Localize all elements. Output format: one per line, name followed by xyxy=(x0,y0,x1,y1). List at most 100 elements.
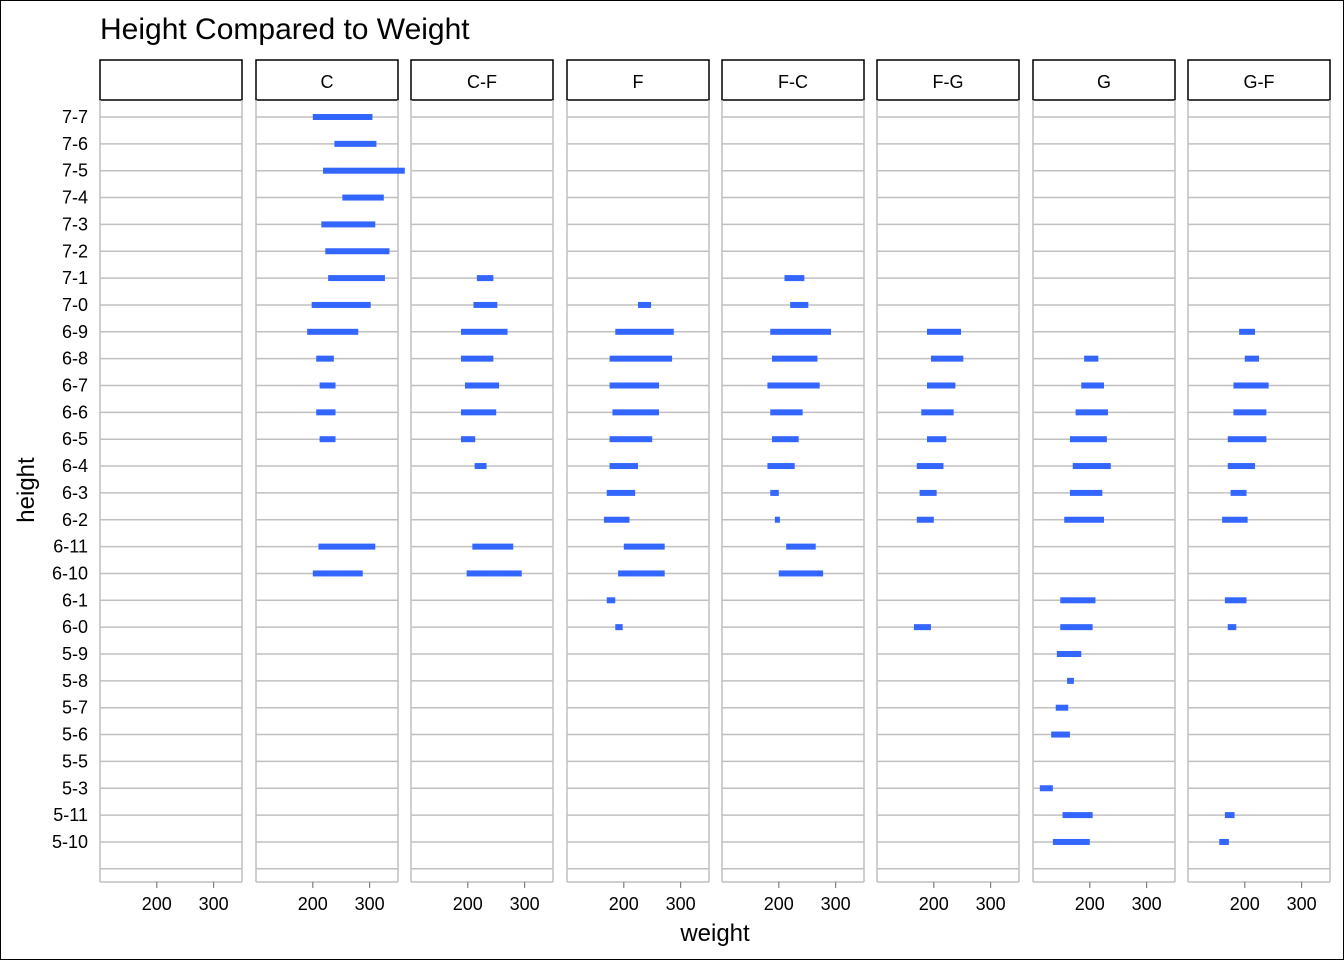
range-bar xyxy=(609,382,660,389)
range-bar xyxy=(615,328,674,335)
range-bar xyxy=(623,543,665,550)
range-bar xyxy=(1060,597,1096,604)
y-tick-label: 5-11 xyxy=(53,805,88,825)
y-tick-label: 6-3 xyxy=(62,483,88,503)
x-tick-label: 200 xyxy=(298,894,328,914)
x-tick-label: 300 xyxy=(976,894,1006,914)
range-bar xyxy=(1222,516,1248,523)
x-tick-label: 200 xyxy=(142,894,172,914)
range-bar xyxy=(1227,624,1237,631)
range-bar xyxy=(771,355,818,362)
range-bar xyxy=(1055,704,1069,711)
facet-strip-label: G xyxy=(1097,72,1111,92)
range-bar xyxy=(609,436,653,443)
range-bar xyxy=(1051,731,1070,738)
range-bar xyxy=(460,436,476,443)
y-tick-label: 6-5 xyxy=(62,429,88,449)
y-tick-label: 6-7 xyxy=(62,376,88,396)
range-bar xyxy=(1227,463,1256,470)
range-bar xyxy=(606,597,616,604)
range-bar xyxy=(926,436,947,443)
chart-title: Height Compared to Weight xyxy=(100,13,470,46)
facet-panel: F-C 200 300 xyxy=(721,59,865,914)
range-bar xyxy=(1052,838,1090,845)
facet-panel: 200 300 xyxy=(99,59,243,914)
range-bar xyxy=(318,543,376,550)
range-bar xyxy=(1062,812,1093,819)
y-tick-label: 5-5 xyxy=(62,751,88,771)
y-tick-label: 5-10 xyxy=(52,832,88,852)
range-bar xyxy=(323,167,405,174)
range-bar xyxy=(778,570,824,577)
range-bar xyxy=(609,355,673,362)
range-bar xyxy=(916,463,944,470)
range-bar xyxy=(1056,651,1082,657)
range-bar xyxy=(1219,838,1229,845)
facet-strip xyxy=(721,59,865,101)
x-tick-label: 300 xyxy=(666,894,696,914)
range-bar xyxy=(921,409,954,416)
facet-strip xyxy=(1032,59,1176,101)
facet-strip xyxy=(876,59,1020,101)
x-tick-label: 300 xyxy=(510,894,540,914)
range-bar xyxy=(316,409,336,416)
facet-strip xyxy=(566,59,710,101)
facet-strip-label: F xyxy=(633,72,644,92)
range-bar xyxy=(1072,463,1111,470)
y-tick-label: 6-10 xyxy=(52,563,88,583)
range-bar xyxy=(1233,409,1267,416)
y-tick-label: 7-3 xyxy=(62,214,88,234)
y-tick-label: 7-1 xyxy=(62,268,88,288)
range-bar xyxy=(342,194,384,201)
range-bar xyxy=(770,328,832,335)
facet-strip-label: F-C xyxy=(778,72,808,92)
x-tick-label: 200 xyxy=(453,894,483,914)
range-bar xyxy=(770,409,803,416)
facet-strip-label: F-G xyxy=(933,72,964,92)
facet-strip-label: G-F xyxy=(1244,72,1275,92)
range-bar xyxy=(460,409,497,416)
y-axis-tick-labels: 7-7 7-6 7-5 7-4 7-3 7-2 7-1 7-0 6-9 6-8 6-7 6-6 6-5 6… xyxy=(52,107,88,852)
y-tick-label: 5-3 xyxy=(62,778,88,798)
facet-strip-label: C xyxy=(321,72,334,92)
range-bar xyxy=(316,355,334,362)
y-tick-label: 6-4 xyxy=(62,456,88,476)
range-bar xyxy=(638,301,652,308)
y-tick-label: 7-5 xyxy=(62,161,88,181)
y-tick-label: 7-6 xyxy=(62,134,88,154)
range-bar xyxy=(1224,812,1235,819)
y-tick-label: 6-0 xyxy=(62,617,88,637)
y-axis-title: height xyxy=(13,457,40,523)
y-tick-label: 7-0 xyxy=(62,295,88,315)
range-bar xyxy=(919,489,937,496)
x-axis-title: weight xyxy=(679,920,750,947)
facet-panel: G-F 200 300 xyxy=(1187,59,1331,914)
range-bar xyxy=(334,140,377,147)
range-bar xyxy=(926,328,962,335)
range-bar xyxy=(319,436,336,443)
y-tick-label: 7-7 xyxy=(62,107,88,127)
range-bar xyxy=(466,570,522,577)
y-tick-label: 7-2 xyxy=(62,241,88,261)
facet-strip xyxy=(410,59,554,101)
range-bar xyxy=(1069,436,1107,443)
range-bar xyxy=(1060,624,1093,631)
range-bar xyxy=(930,355,964,362)
y-tick-label: 6-9 xyxy=(62,322,88,342)
range-bar xyxy=(460,328,508,335)
range-bar xyxy=(606,489,636,496)
facet-strip xyxy=(99,59,243,101)
facet-strip xyxy=(255,59,399,101)
range-bar xyxy=(1230,489,1247,496)
y-tick-label: 6-1 xyxy=(62,590,88,610)
x-tick-label: 300 xyxy=(1132,894,1162,914)
range-bar xyxy=(476,275,494,282)
y-tick-label: 5-9 xyxy=(62,644,88,664)
range-bar xyxy=(307,328,359,335)
range-bar xyxy=(612,409,660,416)
range-bar xyxy=(786,543,816,550)
y-tick-label: 6-6 xyxy=(62,402,88,422)
x-tick-label: 200 xyxy=(919,894,949,914)
